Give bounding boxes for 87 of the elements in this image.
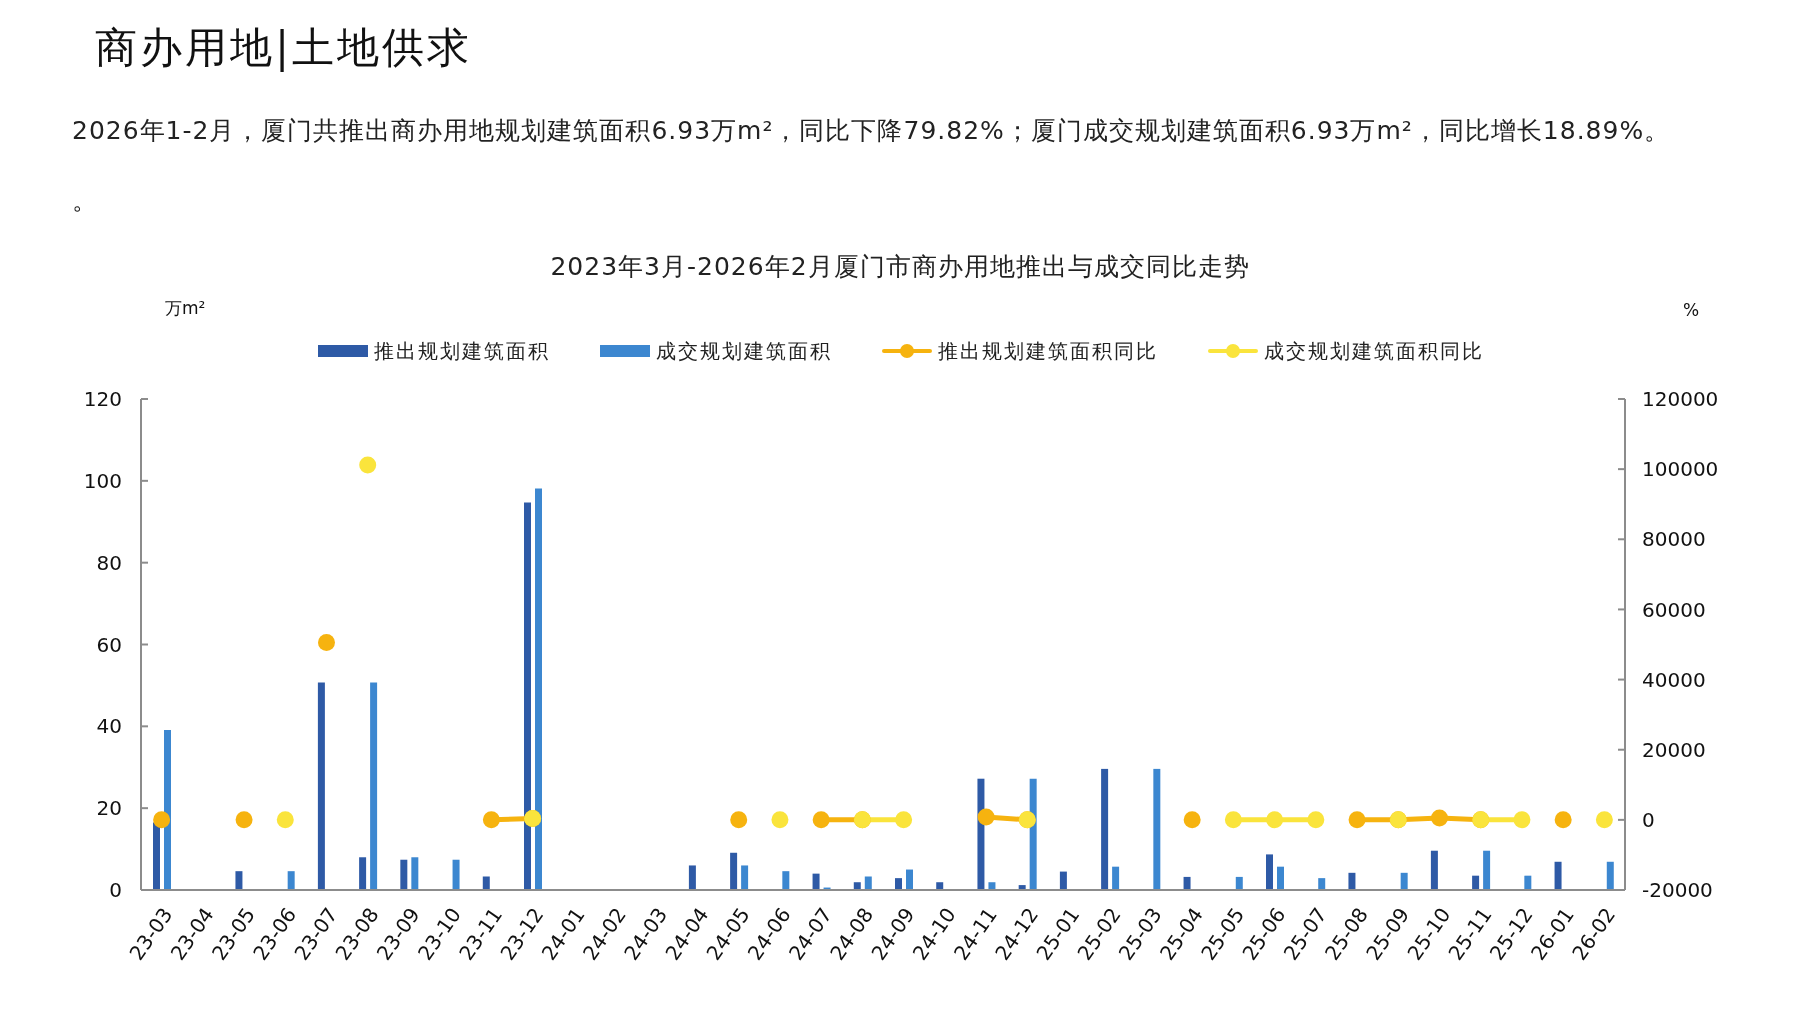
bar bbox=[1277, 866, 1284, 890]
bar bbox=[235, 871, 243, 890]
bar bbox=[1266, 854, 1273, 890]
bar bbox=[730, 852, 738, 890]
point bbox=[1431, 809, 1448, 827]
bar bbox=[741, 865, 749, 890]
bar bbox=[1029, 778, 1037, 890]
bar bbox=[1112, 866, 1120, 890]
bar bbox=[812, 873, 820, 890]
bar bbox=[1606, 861, 1614, 890]
bar bbox=[482, 876, 490, 890]
y2-tick-label: 80000 bbox=[1642, 527, 1706, 552]
bar bbox=[370, 682, 378, 890]
text: 。 bbox=[72, 186, 97, 215]
bar bbox=[1235, 876, 1243, 890]
point bbox=[276, 811, 294, 829]
point bbox=[812, 811, 830, 829]
y-tick-label: 60 bbox=[96, 632, 122, 657]
bar bbox=[1153, 768, 1161, 890]
y-tick-label: 80 bbox=[96, 550, 122, 575]
bar bbox=[988, 882, 996, 890]
bar bbox=[936, 882, 944, 890]
point bbox=[359, 456, 377, 474]
bar bbox=[1318, 878, 1326, 890]
bar bbox=[853, 882, 861, 890]
point bbox=[977, 808, 995, 826]
y-tick-label: 20 bbox=[96, 796, 122, 821]
bar bbox=[1348, 872, 1356, 890]
y2-tick-label: 40000 bbox=[1642, 667, 1706, 692]
bar bbox=[1101, 768, 1109, 890]
point bbox=[1307, 811, 1325, 829]
point bbox=[895, 811, 913, 829]
legend-label: 推出规划建筑面积 bbox=[374, 339, 550, 363]
bar bbox=[782, 871, 790, 890]
y2-tick-label: 20000 bbox=[1642, 737, 1706, 762]
y2-tick-label: 60000 bbox=[1642, 597, 1706, 622]
y2-tick-label: -20000 bbox=[1642, 878, 1713, 903]
bar bbox=[864, 876, 872, 890]
y2-tick-label: 0 bbox=[1642, 807, 1655, 832]
bar bbox=[411, 857, 419, 890]
point bbox=[1348, 811, 1366, 829]
bar bbox=[688, 865, 696, 890]
text: 2026年1-2月，厦门共推出商办用地规划建筑面积6.93万m²，同比下降79.82%；厦门成交规划建筑面积6.93万m²，同比增长18.89%。 bbox=[72, 116, 1671, 145]
point bbox=[1513, 811, 1531, 829]
bar bbox=[1554, 861, 1562, 890]
bar bbox=[1524, 875, 1532, 890]
bar bbox=[317, 682, 325, 890]
bar bbox=[164, 730, 171, 890]
y-tick-label: 0 bbox=[109, 878, 122, 903]
text: 商办用地|土地供求 bbox=[95, 23, 473, 72]
point bbox=[235, 811, 253, 829]
bar bbox=[359, 857, 367, 890]
point bbox=[153, 811, 171, 829]
bar bbox=[535, 488, 542, 890]
y-tick-label: 120 bbox=[83, 387, 122, 412]
bar bbox=[1183, 876, 1191, 890]
point bbox=[730, 811, 748, 829]
bar bbox=[153, 822, 160, 890]
point bbox=[1266, 811, 1284, 829]
y-axis-title: 万m² bbox=[165, 298, 206, 318]
point bbox=[318, 633, 335, 651]
legend-label: 成交规划建筑面积同比 bbox=[1264, 339, 1484, 363]
bar bbox=[1400, 872, 1408, 890]
y2-tick-label: 120000 bbox=[1642, 387, 1719, 412]
point bbox=[1224, 811, 1242, 829]
bar bbox=[895, 878, 902, 890]
legend-label: 推出规划建筑面积同比 bbox=[938, 339, 1158, 363]
point bbox=[1183, 811, 1201, 829]
point bbox=[1554, 811, 1572, 829]
point bbox=[771, 811, 789, 829]
y2-axis-title: % bbox=[1683, 300, 1700, 320]
bar bbox=[1472, 875, 1480, 890]
bar bbox=[287, 871, 295, 890]
y-tick-label: 100 bbox=[83, 468, 122, 493]
bar bbox=[906, 869, 913, 890]
legend-label: 成交规划建筑面积 bbox=[656, 339, 832, 363]
point bbox=[482, 811, 500, 829]
bar bbox=[524, 502, 531, 890]
bar bbox=[1059, 871, 1067, 890]
y-tick-label: 40 bbox=[96, 714, 122, 739]
bar bbox=[452, 859, 460, 890]
bar bbox=[400, 859, 408, 890]
bar bbox=[1483, 850, 1491, 890]
point bbox=[1595, 811, 1613, 829]
bar bbox=[1430, 850, 1438, 890]
y2-tick-label: 100000 bbox=[1642, 457, 1719, 482]
chart-title: 2023年3月-2026年2月厦门市商办用地推出与成交同比走势 bbox=[550, 252, 1250, 281]
